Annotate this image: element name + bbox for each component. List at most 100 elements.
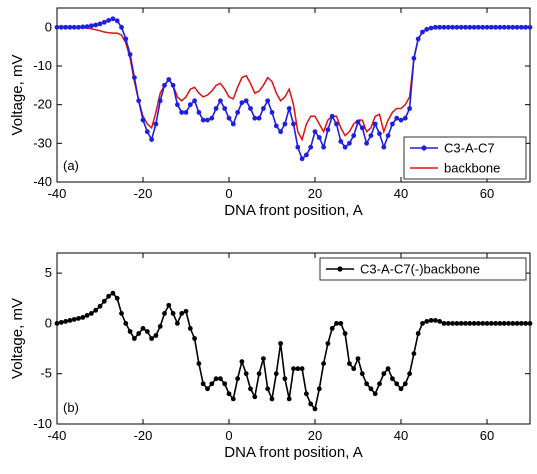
legend-box: [403, 136, 527, 180]
data-point: [398, 117, 404, 123]
data-point: [506, 24, 511, 30]
data-point: [187, 326, 193, 331]
data-point: [454, 24, 460, 30]
data-point: [325, 341, 331, 346]
panel-label: (a): [63, 158, 79, 173]
data-point: [480, 24, 486, 30]
data-point: [58, 320, 64, 325]
data-point: [441, 24, 447, 30]
data-point: [480, 321, 486, 326]
data-point: [153, 333, 159, 338]
x-tick-label: -40: [48, 428, 67, 443]
y-tick-label: -10: [33, 58, 52, 73]
data-point: [222, 381, 228, 387]
data-point: [230, 396, 236, 402]
data-point: [278, 129, 283, 135]
data-point: [252, 115, 258, 121]
data-point: [291, 366, 296, 372]
data-point: [510, 321, 516, 326]
data-point: [196, 110, 202, 115]
data-point: [114, 295, 120, 301]
data-point: [347, 361, 352, 366]
y-tick-label: 0: [45, 19, 52, 34]
data-point: [407, 106, 412, 111]
data-point: [235, 110, 241, 115]
data-point: [265, 386, 271, 392]
data-point: [342, 144, 348, 150]
axes-frame: [56, 7, 531, 183]
data-point: [454, 321, 460, 326]
data-point: [192, 336, 198, 341]
data-point: [123, 321, 129, 326]
x-axis-label: DNA front position, A: [224, 444, 362, 461]
legend-label: C3-A-C7(-)backbone: [360, 262, 480, 277]
legend-label: C3-A-C7: [444, 141, 495, 156]
data-point: [407, 371, 412, 377]
data-point: [93, 307, 99, 313]
x-tick-label: 0: [225, 186, 232, 201]
data-point: [390, 376, 395, 382]
data-point: [304, 391, 309, 397]
data-point: [196, 361, 202, 366]
x-tick-label: 20: [308, 428, 322, 443]
data-point: [488, 321, 494, 326]
data-point: [282, 121, 288, 127]
data-point: [209, 381, 215, 387]
data-point: [269, 110, 275, 115]
data-point: [278, 341, 283, 346]
data-point: [424, 319, 430, 324]
data-point: [192, 98, 198, 104]
data-point: [424, 26, 430, 32]
data-point: [428, 318, 434, 323]
data-point: [484, 321, 490, 326]
data-point: [321, 361, 326, 366]
x-tick-label: 60: [480, 428, 494, 443]
data-point: [256, 371, 262, 377]
data-point: [501, 24, 507, 30]
data-point: [252, 394, 258, 400]
data-point: [140, 117, 146, 123]
data-point: [364, 381, 369, 387]
data-point: [519, 24, 524, 30]
y-axis-label: Voltage, mV: [9, 298, 26, 379]
data-point: [119, 24, 124, 30]
data-point: [381, 371, 387, 377]
data-point: [144, 329, 150, 334]
data-point: [136, 331, 142, 336]
data-point: [89, 23, 94, 29]
data-point: [402, 381, 408, 387]
y-axis-label: Voltage, mV: [9, 55, 26, 136]
data-point: [433, 24, 438, 30]
data-point: [450, 24, 455, 30]
data-point: [445, 321, 451, 326]
data-point: [437, 319, 443, 324]
data-point: [282, 376, 288, 382]
data-point: [428, 25, 434, 31]
data-point: [162, 82, 167, 88]
data-point: [71, 24, 77, 30]
data-point: [420, 29, 425, 35]
data-point: [299, 366, 305, 372]
data-point: [402, 115, 408, 121]
data-point: [261, 356, 266, 361]
data-point: [394, 115, 400, 121]
data-point: [89, 311, 94, 316]
x-tick-label: -20: [134, 428, 153, 443]
y-tick-label: 0: [45, 315, 52, 330]
data-point: [183, 110, 189, 115]
x-axis-label: DNA front position, A: [224, 202, 362, 219]
chart-panel-b: [54, 252, 533, 425]
data-point: [377, 131, 382, 137]
data-point: [377, 381, 382, 387]
data-point: [458, 321, 464, 326]
data-point: [334, 121, 339, 127]
data-point: [166, 77, 172, 82]
data-point: [209, 115, 215, 121]
data-point: [127, 52, 133, 57]
panel-label: (b): [63, 400, 79, 415]
data-point: [153, 121, 159, 127]
data-point: [463, 321, 468, 326]
data-point: [239, 359, 245, 364]
